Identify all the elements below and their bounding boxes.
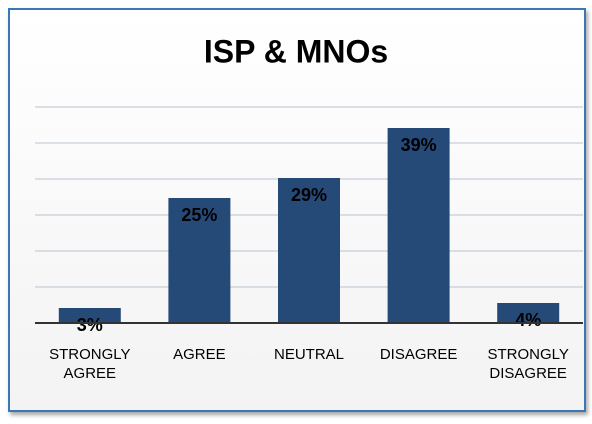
value-label: 3% — [77, 315, 103, 335]
x-tick-label: DISAGREE — [379, 346, 458, 363]
bar — [497, 303, 560, 323]
x-tick-label: NEUTRAL — [273, 346, 344, 363]
value-label: 4% — [515, 310, 541, 330]
bar — [278, 178, 340, 323]
bar — [58, 308, 121, 323]
x-tick-label: STRONGLY DISAGREE — [487, 346, 569, 382]
value-label: 39% — [401, 135, 437, 155]
bar — [387, 128, 450, 323]
value-label: 25% — [181, 205, 217, 225]
bar — [168, 198, 231, 323]
chart-title: ISP & MNOs — [204, 33, 388, 69]
x-tick-label: STRONGLY AGREE — [49, 346, 131, 382]
value-label: 29% — [291, 185, 327, 205]
x-tick-label: AGREE — [173, 346, 226, 363]
